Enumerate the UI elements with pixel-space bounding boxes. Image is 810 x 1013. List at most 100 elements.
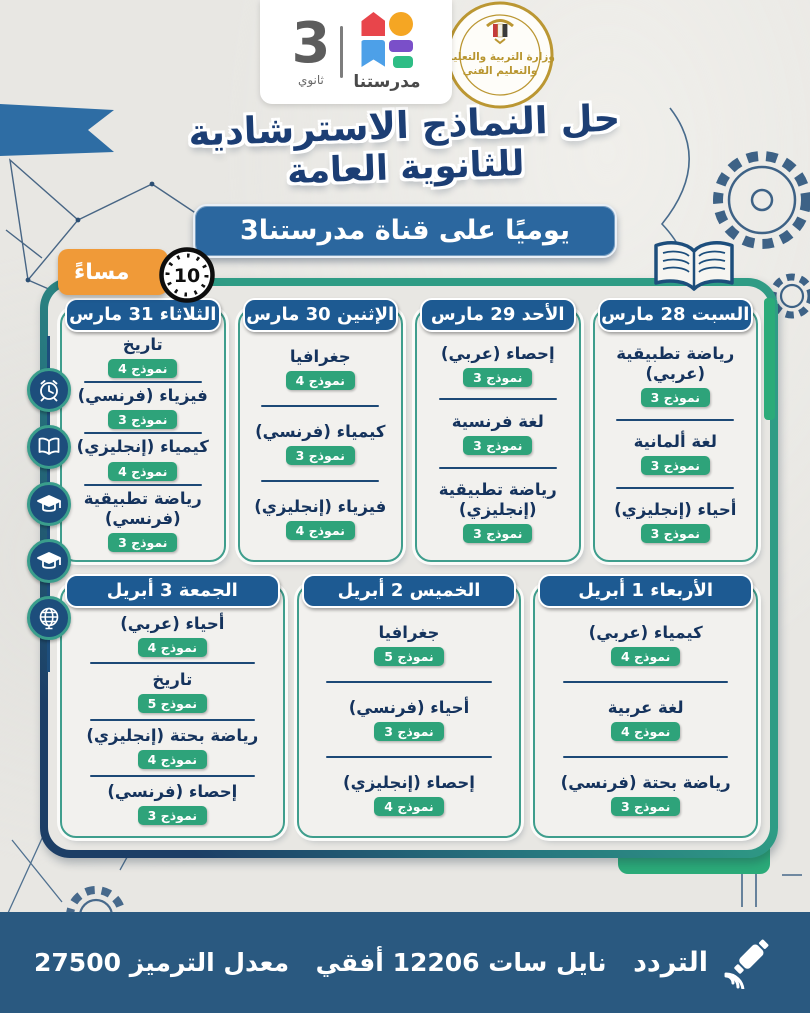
subject-name: إحصاء (عربي) [440,343,555,363]
subject-entry: رياضة تطبيقية (إنجليزي) نموذج 3 [424,480,572,544]
subject-divider [83,381,202,384]
subject-name: تاريخ [122,335,163,355]
grade-label: ثانوي [297,73,324,87]
schedule-row-march: السبت 28 مارس رياضة تطبيقية (عربي) نموذج… [60,298,758,562]
day-header: السبت 28 مارس [597,298,753,333]
clock-hour: 10 [174,265,200,287]
subject-list: رياضة تطبيقية (عربي) نموذج 3 لغة ألمانية… [602,332,750,552]
subject-entry: إحصاء (عربي) نموذج 3 [424,344,572,387]
model-badge: نموذج 4 [610,722,681,742]
schedule-grid: السبت 28 مارس رياضة تطبيقية (عربي) نموذج… [48,286,770,850]
subject-name: كيمياء (إنجليزي) [76,437,209,457]
time-label: مساءً [58,249,168,295]
day-card-monday: الإثنين 30 مارس جغرافيا نموذج 4 كيمياء (… [237,298,403,562]
subject-entry: أحياء (فرنسي) نموذج 3 [306,698,513,742]
day-card-thursday: الخميس 2 أبريل جغرافيا نموذج 5 أحياء (فر… [296,574,522,838]
orange-circle-shape [389,12,414,36]
subject-list: جغرافيا نموذج 4 كيمياء (فرنسي) نموذج 3 ف… [247,332,395,552]
subject-divider [83,483,202,486]
brand-name: مدرستنا [353,72,421,92]
model-badge: نموذج 3 [137,806,208,826]
subject-list: تاريخ نموذج 4 فيزياء (فرنسي) نموذج 3 كيم… [69,332,217,552]
subject-entry: تاريخ نموذج 4 [69,335,217,379]
model-badge: نموذج 5 [137,694,208,713]
symbol-rate: معدل الترميز 27500 [34,948,290,977]
model-badge: نموذج 4 [108,359,178,379]
subject-divider [261,405,380,408]
subject-entry: كيمياء (عربي) نموذج 4 [542,623,749,667]
poster-title: حل النماذج الاسترشادية للثانوية العامة [0,90,810,202]
subject-name: رياضة بحتة (إنجليزي) [86,726,259,746]
channel-logo-card: مدرستنا 3 ثانوي [260,0,452,104]
model-badge: نموذج 4 [610,647,681,667]
ministry-seal-icon: MINISTRY OF EDUCATION AND TECHNICAL EDUC… [440,0,555,109]
model-badge: نموذج 3 [610,797,681,817]
graduation-cap-icon [27,482,71,526]
model-badge: نموذج 3 [108,410,178,430]
subject-entry: فيزياء (فرنسي) نموذج 3 [69,386,217,430]
model-badge: نموذج 4 [137,637,208,657]
subject-divider [261,480,380,483]
subject-list: إحصاء (عربي) نموذج 3 لغة فرنسية نموذج 3 … [424,332,572,552]
model-badge: نموذج 3 [463,367,533,387]
frequency-label: التردد [633,947,708,978]
subject-name: جغرافيا [378,623,440,643]
subject-entry: لغة فرنسية نموذج 3 [424,411,572,456]
subject-name: لغة عربية [607,698,684,717]
model-badge: نموذج 3 [640,387,710,407]
subject-divider [616,418,735,421]
model-badge: نموذج 3 [463,524,533,544]
subject-divider [438,398,557,401]
subject-divider [326,756,492,759]
subject-name: إحصاء (إنجليزي) [343,772,475,792]
day-card-wednesday: الأربعاء 1 أبريل كيمياء (عربي) نموذج 4 ل… [533,574,758,838]
time-badge: مساءً 10 [58,246,222,304]
subject-entry: أحياء (عربي) نموذج 4 [69,614,276,657]
satellite-frequency: نايل سات 12206 أفقي [315,948,607,977]
frequency-footer: التردد نايل سات 12206 أفقي معدل الترميز … [0,912,810,1013]
globe-icon [27,596,71,640]
model-badge: نموذج 3 [108,532,178,552]
day-header: الإثنين 30 مارس [242,298,398,333]
subject-divider [616,486,735,489]
subject-divider [89,718,255,721]
subject-name: رياضة تطبيقية (إنجليزي) [438,480,557,520]
open-book-icon [654,241,734,291]
logo-divider [340,26,344,78]
day-header: الخميس 2 أبريل [301,574,517,609]
channel-banner: يوميًا على قناة مدرستنا3 [193,204,617,258]
egypt-eagle-icon [486,19,514,45]
subject-entry: فيزياء (إنجليزي) نموذج 4 [247,497,395,541]
day-card-sunday: الأحد 29 مارس إحصاء (عربي) نموذج 3 لغة ف… [415,298,581,562]
red-house-shape [361,12,386,36]
subject-name: تاريخ [152,669,193,689]
madrastna-logo: مدرستنا [353,12,421,92]
subject-entry: لغة ألمانية نموذج 3 [602,432,750,476]
subject-divider [83,432,202,435]
subject-name: إحصاء (فرنسي) [107,782,238,802]
day-card-tuesday: الثلاثاء 31 مارس تاريخ نموذج 4 فيزياء (ف… [60,298,226,562]
graduation-cap-icon [27,539,71,583]
subject-name: كيمياء (فرنسي) [255,422,386,441]
day-card-friday: الجمعة 3 أبريل أحياء (عربي) نموذج 4 تاري… [59,574,285,838]
frequency-group: التردد [633,937,776,989]
grade-number: 3 [291,11,331,76]
subject-entry: إحصاء (فرنسي) نموذج 3 [69,782,276,826]
subject-name: جغرافيا [289,347,351,367]
subject-name: لغة فرنسية [451,411,544,431]
subject-divider [89,774,255,777]
subject-entry: كيمياء (إنجليزي) نموذج 4 [69,437,217,481]
subject-entry: رياضة تطبيقية (فرنسي) نموذج 3 [69,489,217,552]
subject-name: رياضة بحتة (فرنسي) [560,772,731,792]
subject-name: أحياء (إنجليزي) [614,500,737,520]
subject-entry: جغرافيا نموذج 4 [247,347,395,391]
schedule-container: السبت 28 مارس رياضة تطبيقية (عربي) نموذج… [40,278,778,858]
subject-divider [89,662,255,665]
alarm-clock-icon [27,368,71,412]
grade-block: 3 ثانوي [291,11,331,88]
subject-entry: رياضة تطبيقية (عربي) نموذج 3 [602,344,750,407]
ministry-arabic-line1: وزارة التربية والتعليم [445,51,555,63]
blue-bookmark-shape [361,40,386,67]
green-accent-bar [764,298,775,420]
day-header: الجمعة 3 أبريل [64,574,280,609]
